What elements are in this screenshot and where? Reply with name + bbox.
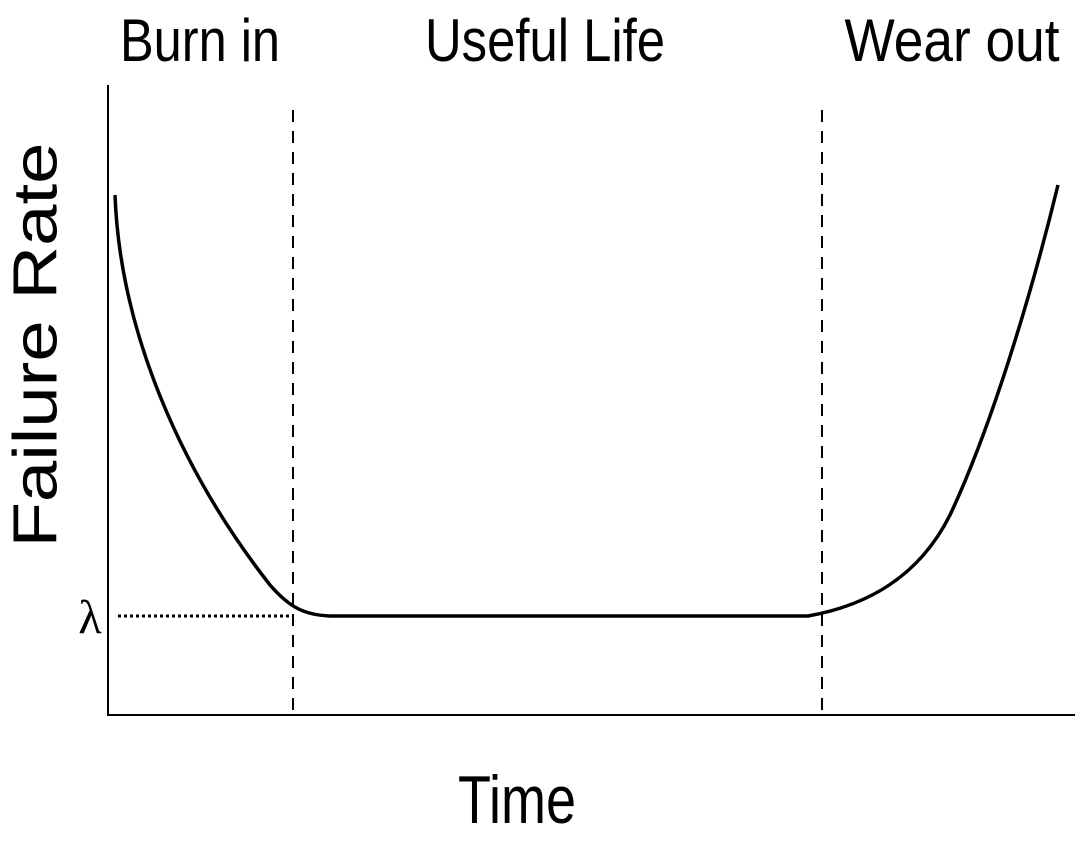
y-axis-label: Failure Rate: [1, 143, 70, 548]
phase-label: Wear out: [845, 7, 1060, 74]
lambda-label: λ: [78, 591, 102, 644]
x-axis-label: Time: [458, 762, 576, 838]
phase-label: Burn in: [120, 7, 280, 74]
phase-label: Useful Life: [425, 7, 665, 74]
bathtub-curve: [113, 184, 1060, 618]
